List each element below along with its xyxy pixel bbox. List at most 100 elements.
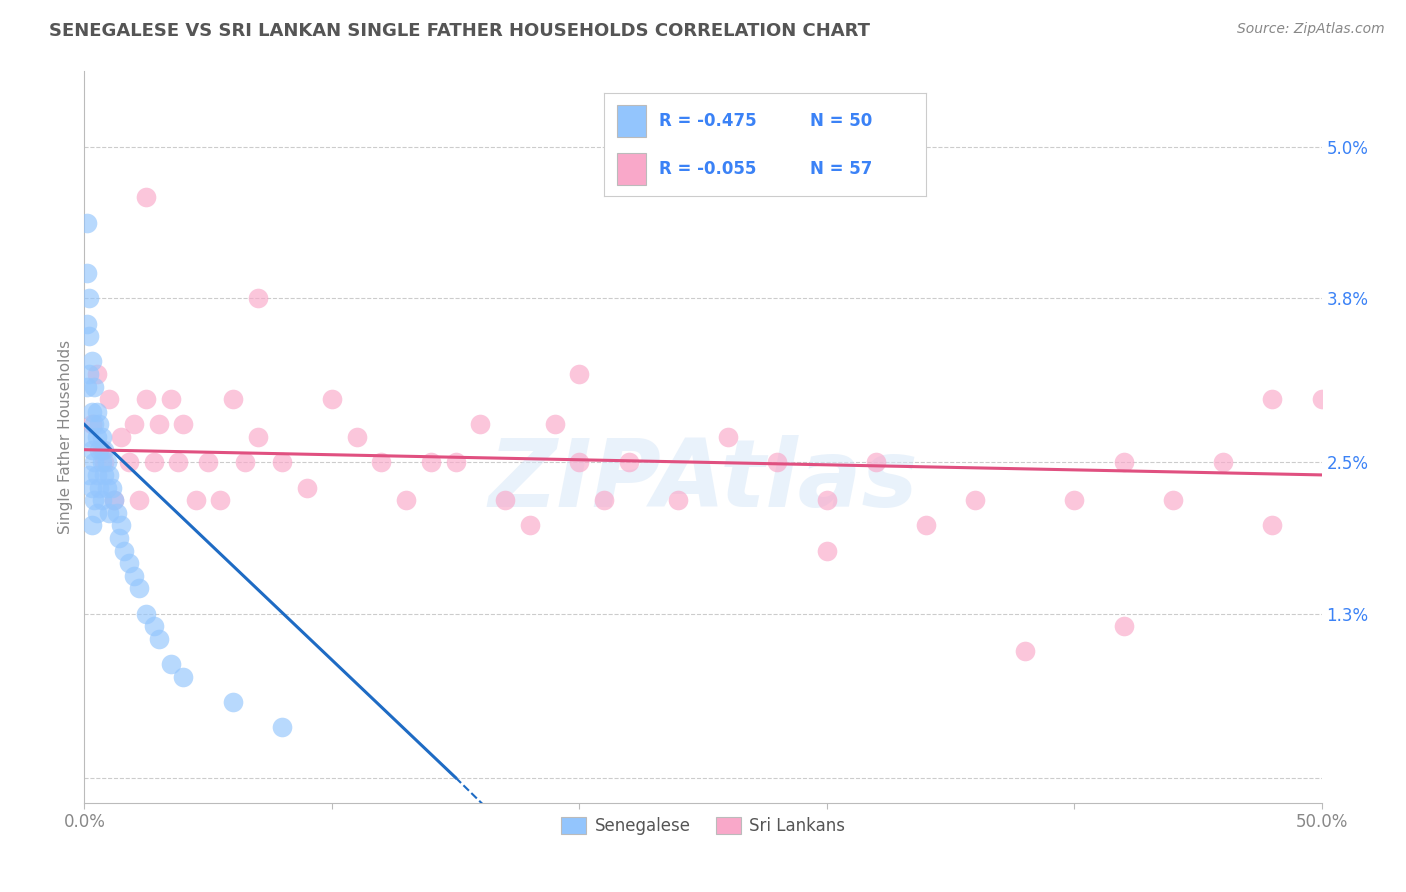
- Point: [1014, 644, 1036, 658]
- Point: [90, 442, 112, 457]
- Point: [172, 670, 194, 684]
- Point: [568, 455, 591, 469]
- Point: [80, 481, 103, 495]
- Point: [1310, 392, 1333, 407]
- Point: [233, 455, 256, 469]
- Point: [100, 481, 122, 495]
- Point: [122, 417, 145, 432]
- Point: [86, 430, 108, 444]
- Point: [543, 417, 565, 432]
- Point: [148, 632, 170, 646]
- Point: [86, 506, 108, 520]
- Point: [103, 493, 125, 508]
- Point: [1112, 455, 1135, 469]
- Point: [105, 506, 128, 520]
- Point: [90, 430, 112, 444]
- Point: [98, 392, 121, 407]
- Point: [666, 493, 689, 508]
- Point: [118, 455, 141, 469]
- Point: [593, 493, 616, 508]
- Text: ZIPAtlas: ZIPAtlas: [488, 435, 918, 527]
- Point: [86, 467, 108, 482]
- Point: [76, 266, 98, 280]
- Point: [90, 493, 112, 508]
- Point: [110, 430, 132, 444]
- Point: [89, 442, 111, 457]
- Point: [717, 430, 740, 444]
- Point: [76, 317, 98, 331]
- Point: [815, 543, 838, 558]
- Text: SENEGALESE VS SRI LANKAN SINGLE FATHER HOUSEHOLDS CORRELATION CHART: SENEGALESE VS SRI LANKAN SINGLE FATHER H…: [49, 22, 870, 40]
- Point: [370, 455, 392, 469]
- Point: [160, 392, 183, 407]
- Point: [160, 657, 183, 671]
- Point: [617, 455, 640, 469]
- Point: [865, 455, 887, 469]
- Point: [519, 518, 541, 533]
- Text: Source: ZipAtlas.com: Source: ZipAtlas.com: [1237, 22, 1385, 37]
- Point: [766, 455, 789, 469]
- Point: [321, 392, 343, 407]
- Point: [80, 417, 103, 432]
- Point: [128, 582, 150, 596]
- Point: [222, 695, 245, 709]
- Point: [108, 531, 131, 545]
- Point: [209, 493, 232, 508]
- Point: [346, 430, 368, 444]
- Point: [103, 493, 125, 508]
- Point: [80, 518, 103, 533]
- Point: [80, 405, 103, 419]
- Point: [83, 379, 105, 393]
- Point: [142, 455, 165, 469]
- Point: [271, 720, 294, 734]
- Point: [1063, 493, 1085, 508]
- Point: [86, 405, 108, 419]
- Point: [93, 455, 115, 469]
- Point: [80, 354, 103, 368]
- Point: [135, 607, 157, 621]
- Point: [1112, 619, 1135, 633]
- Point: [271, 455, 294, 469]
- Point: [172, 417, 194, 432]
- Point: [395, 493, 418, 508]
- Point: [494, 493, 516, 508]
- Point: [93, 442, 115, 457]
- Point: [83, 493, 105, 508]
- Point: [1161, 493, 1184, 508]
- Y-axis label: Single Father Households: Single Father Households: [58, 340, 73, 534]
- Point: [79, 467, 101, 482]
- Point: [135, 392, 157, 407]
- Point: [419, 455, 441, 469]
- Point: [167, 455, 190, 469]
- Point: [79, 367, 101, 381]
- Point: [914, 518, 936, 533]
- Point: [142, 619, 165, 633]
- Point: [1212, 455, 1234, 469]
- Point: [79, 430, 101, 444]
- Point: [83, 455, 105, 469]
- Point: [568, 367, 591, 381]
- Point: [246, 430, 269, 444]
- Point: [93, 467, 115, 482]
- Point: [79, 329, 101, 343]
- Point: [98, 467, 121, 482]
- Point: [470, 417, 492, 432]
- Point: [128, 493, 150, 508]
- Point: [110, 518, 132, 533]
- Point: [122, 569, 145, 583]
- Point: [444, 455, 467, 469]
- Point: [83, 417, 105, 432]
- Point: [76, 379, 98, 393]
- Point: [80, 442, 103, 457]
- Point: [1261, 518, 1284, 533]
- Point: [246, 291, 269, 305]
- Point: [148, 417, 170, 432]
- Point: [79, 291, 101, 305]
- Legend: Senegalese, Sri Lankans: Senegalese, Sri Lankans: [554, 811, 852, 842]
- Point: [184, 493, 207, 508]
- Point: [222, 392, 245, 407]
- Point: [76, 216, 98, 230]
- Point: [90, 455, 112, 469]
- Point: [98, 506, 121, 520]
- Point: [89, 417, 111, 432]
